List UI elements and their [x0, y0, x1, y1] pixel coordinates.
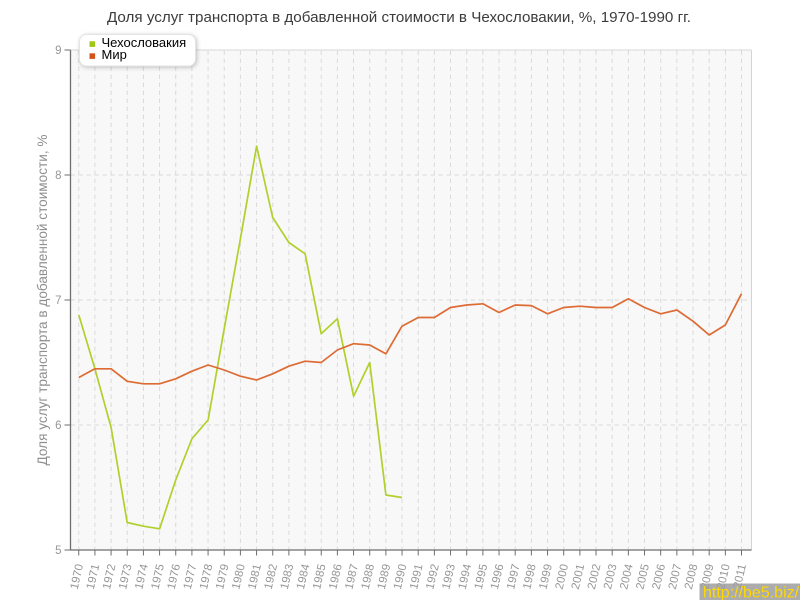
svg-text:6: 6	[55, 420, 61, 432]
svg-text:9: 9	[55, 45, 61, 57]
svg-text:7: 7	[55, 295, 61, 307]
svg-text:Доля услуг транспорта в добавл: Доля услуг транспорта в добавленной стои…	[107, 9, 691, 26]
svg-text:Доля услуг транспорта в добавл: Доля услуг транспорта в добавленной стои…	[35, 135, 50, 466]
svg-text:Мир: Мир	[102, 47, 127, 62]
svg-text:8: 8	[55, 170, 61, 182]
svg-text:5: 5	[55, 545, 61, 557]
svg-text:http://be5.biz/: http://be5.biz/	[703, 585, 800, 601]
